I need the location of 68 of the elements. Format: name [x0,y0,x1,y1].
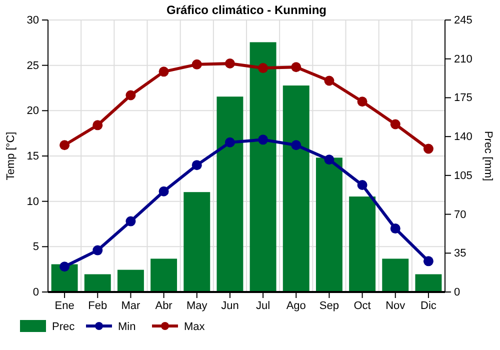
point [126,216,136,226]
point [158,186,169,196]
x-tick-label: Jun [221,300,239,312]
x-tick-label: Dic [420,300,437,312]
y-tick-label: 5 [32,241,39,254]
bar [216,96,244,292]
point [390,119,400,130]
y-tick-label: 10 [26,196,39,208]
point [291,140,302,150]
bar [415,274,442,292]
y-axis-title: Temp [°C] [5,132,17,180]
y-tick-label: 0 [32,286,39,299]
point [324,76,334,86]
point [60,140,70,150]
y2-tick-label: 105 [454,170,472,182]
legend-label: Min [118,321,136,333]
y2-tick-label: 245 [454,14,472,27]
y-tick-label: 15 [26,150,39,163]
bar [84,274,111,292]
y2-tick-label: 175 [454,92,472,104]
point [291,62,302,72]
bar [282,86,310,292]
point [224,137,235,148]
x-tick-label: Feb [88,300,108,312]
point [390,224,400,234]
point [224,58,235,69]
point [158,66,169,77]
point [324,154,334,165]
bar [250,42,276,292]
x-tick-label: Abr [155,300,173,312]
y2-tick-label: 70 [454,208,466,221]
point [258,134,268,145]
bar [382,258,409,292]
point [60,262,70,272]
y-tick-label: 25 [26,60,39,72]
y2-axis-title: Prec [mm] [482,130,494,182]
bar [184,192,210,292]
x-tick-label: Mar [121,300,141,312]
legend-label: Prec [52,321,76,333]
x-tick-label: Oct [354,300,371,312]
point [423,144,434,154]
bar [349,196,376,292]
point [192,160,202,170]
point [92,120,103,130]
x-tick-label: Ago [286,300,306,312]
bar [117,270,144,292]
y-tick-label: 30 [26,14,39,27]
bar [150,258,178,292]
point [357,180,368,190]
y-tick-label: 20 [26,105,39,118]
point [258,63,268,74]
bar [316,158,342,292]
point [126,90,136,100]
x-tick-label: May [186,300,208,312]
y2-tick-label: 210 [454,53,472,66]
point [423,256,434,266]
point [192,59,202,70]
point [357,96,368,107]
x-tick-label: Nov [386,300,406,312]
legend-label: Max [184,321,206,333]
y2-tick-label: 35 [454,248,466,260]
x-tick-label: Jul [256,300,270,312]
point [92,245,103,256]
x-tick-label: Sep [319,300,339,312]
x-tick-label: Ene [54,300,74,312]
y2-tick-label: 140 [454,131,472,144]
chart-title: Gráfico climático - Kunming [166,3,327,17]
y2-tick-label: 0 [454,286,460,299]
